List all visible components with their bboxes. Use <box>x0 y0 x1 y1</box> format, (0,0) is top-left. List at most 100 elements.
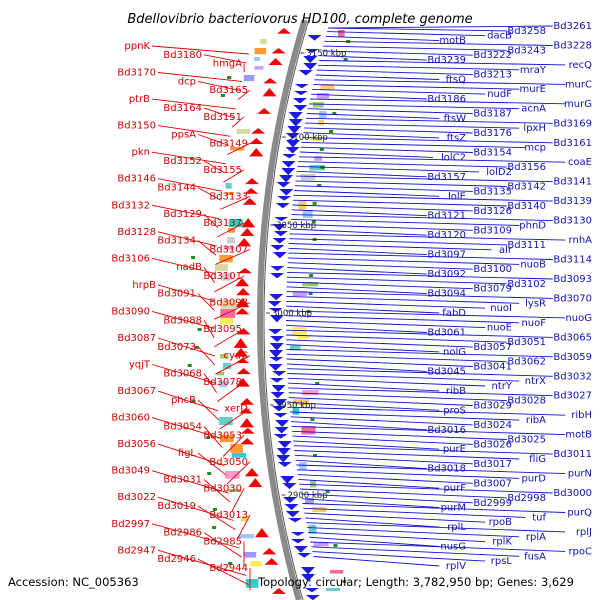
gene-label-right: murG <box>564 99 592 110</box>
feature-block <box>293 399 309 406</box>
gene-label-right: Bd3243 <box>507 45 546 56</box>
gene-label-right: tuf <box>532 512 546 523</box>
gene-label-left: Bd3101 <box>203 271 242 282</box>
leader-line-right <box>323 45 507 51</box>
gene-label-left: Bd3137 <box>203 218 242 229</box>
backbone-arc-inner <box>263 19 310 600</box>
gene-label-right: Bd3139 <box>553 196 592 207</box>
gene-label-right: nuoG <box>565 313 592 324</box>
gene-label-right: Bd3061 <box>427 328 466 339</box>
tick-label: 2900 kbp <box>288 491 328 501</box>
leader-line-left <box>231 488 245 512</box>
leader-line-right <box>290 421 427 431</box>
gene-label-right: lpxH <box>523 123 546 134</box>
leader-line-right <box>288 392 507 402</box>
feature-block <box>312 102 324 108</box>
gene-label-right: Bd3140 <box>507 201 546 212</box>
leader-line-right <box>293 440 440 450</box>
leader-line-right <box>303 132 440 139</box>
leader-line-right <box>294 185 473 192</box>
gene-label-right: Bd3094 <box>427 289 466 300</box>
reverse-gene-arrow <box>239 398 254 405</box>
leader-line-right <box>288 397 473 406</box>
reverse-gene-arrow <box>242 198 257 205</box>
gene-label-right: purN <box>568 469 592 480</box>
forward-gene-arrow <box>273 413 288 418</box>
leader-line-left <box>203 266 216 283</box>
gene-label-right: Bd3093 <box>553 274 592 285</box>
reverse-gene-arrow <box>237 238 252 247</box>
feature-block <box>314 156 322 161</box>
feature-block <box>220 300 237 309</box>
forward-gene-arrow <box>271 385 286 393</box>
leader-line-right <box>287 267 427 275</box>
leader-line-right <box>292 435 473 445</box>
forward-gene-arrow <box>273 231 288 237</box>
feature-block <box>230 147 245 151</box>
gene-label-left: Bd3152 <box>163 156 202 167</box>
gene-label-left: Bd3133 <box>209 191 248 202</box>
forward-gene-arrow <box>293 546 308 553</box>
gene-label-right: Bd3186 <box>427 94 466 105</box>
leader-line-left <box>197 399 220 421</box>
leader-line-right <box>286 295 520 304</box>
leader-line-left <box>157 443 225 467</box>
leader-line-left <box>203 107 235 119</box>
forward-gene-arrow <box>279 189 294 196</box>
feature-block <box>225 183 232 189</box>
leader-line-right <box>290 218 520 226</box>
gene-label-left: figL <box>178 448 197 459</box>
feature-block <box>220 309 236 318</box>
rna-feature <box>325 490 330 493</box>
leader-line-left <box>151 45 249 55</box>
forward-gene-arrow <box>270 392 285 399</box>
feature-block <box>225 192 234 195</box>
gene-label-right: Bd3045 <box>427 366 466 377</box>
gene-label-right: purM <box>441 503 466 514</box>
reverse-gene-arrow <box>264 558 279 565</box>
reverse-gene-arrow <box>236 328 251 335</box>
leader-line-left <box>151 98 236 110</box>
leader-line-right <box>288 387 553 397</box>
leader-line-left <box>203 373 217 393</box>
gene-label-right: ntrX <box>525 376 546 387</box>
gene-label-left: Bd3107 <box>209 245 248 256</box>
leader-line-right <box>317 64 520 71</box>
leader-line-left <box>203 160 225 174</box>
reverse-gene-arrow <box>262 88 277 97</box>
forward-gene-arrow <box>268 308 283 313</box>
gene-label-right: nuoF <box>521 318 546 329</box>
leader-line-right <box>289 238 507 246</box>
forward-gene-arrow <box>272 224 287 231</box>
gene-label-left: Bd3031 <box>163 475 202 486</box>
leader-line-right <box>306 522 566 533</box>
gene-label-left: Bd3013 <box>209 510 248 521</box>
gene-label-right: rnhA <box>569 235 593 246</box>
leader-line-right <box>286 291 553 299</box>
gene-label-left: Bd2946 <box>157 554 196 565</box>
leader-line-right <box>296 464 566 475</box>
gene-label-left: Bd3091 <box>157 289 196 300</box>
forward-gene-arrow <box>270 273 285 279</box>
forward-gene-arrow <box>292 98 307 104</box>
leader-line-left <box>151 257 216 274</box>
gene-label-left: Bd3073 <box>157 342 196 353</box>
leader-line-right <box>311 546 520 557</box>
reverse-gene-arrow <box>236 288 251 296</box>
forward-gene-arrow <box>282 154 297 159</box>
feature-block <box>309 165 325 171</box>
leader-line-right <box>313 84 520 90</box>
feature-block <box>219 417 233 426</box>
leader-line-right <box>287 262 473 270</box>
leader-line-left <box>203 320 215 338</box>
forward-gene-arrow <box>274 217 289 222</box>
gene-label-right: dacB <box>487 31 512 42</box>
feature-block <box>326 588 341 592</box>
leader-line-right <box>327 31 486 37</box>
forward-gene-arrow <box>305 595 320 600</box>
leader-line-left <box>157 390 219 412</box>
leader-line-right <box>286 358 473 367</box>
leader-line-right <box>286 348 553 358</box>
leader-line-right <box>295 180 507 187</box>
leader-line-right <box>297 474 473 484</box>
